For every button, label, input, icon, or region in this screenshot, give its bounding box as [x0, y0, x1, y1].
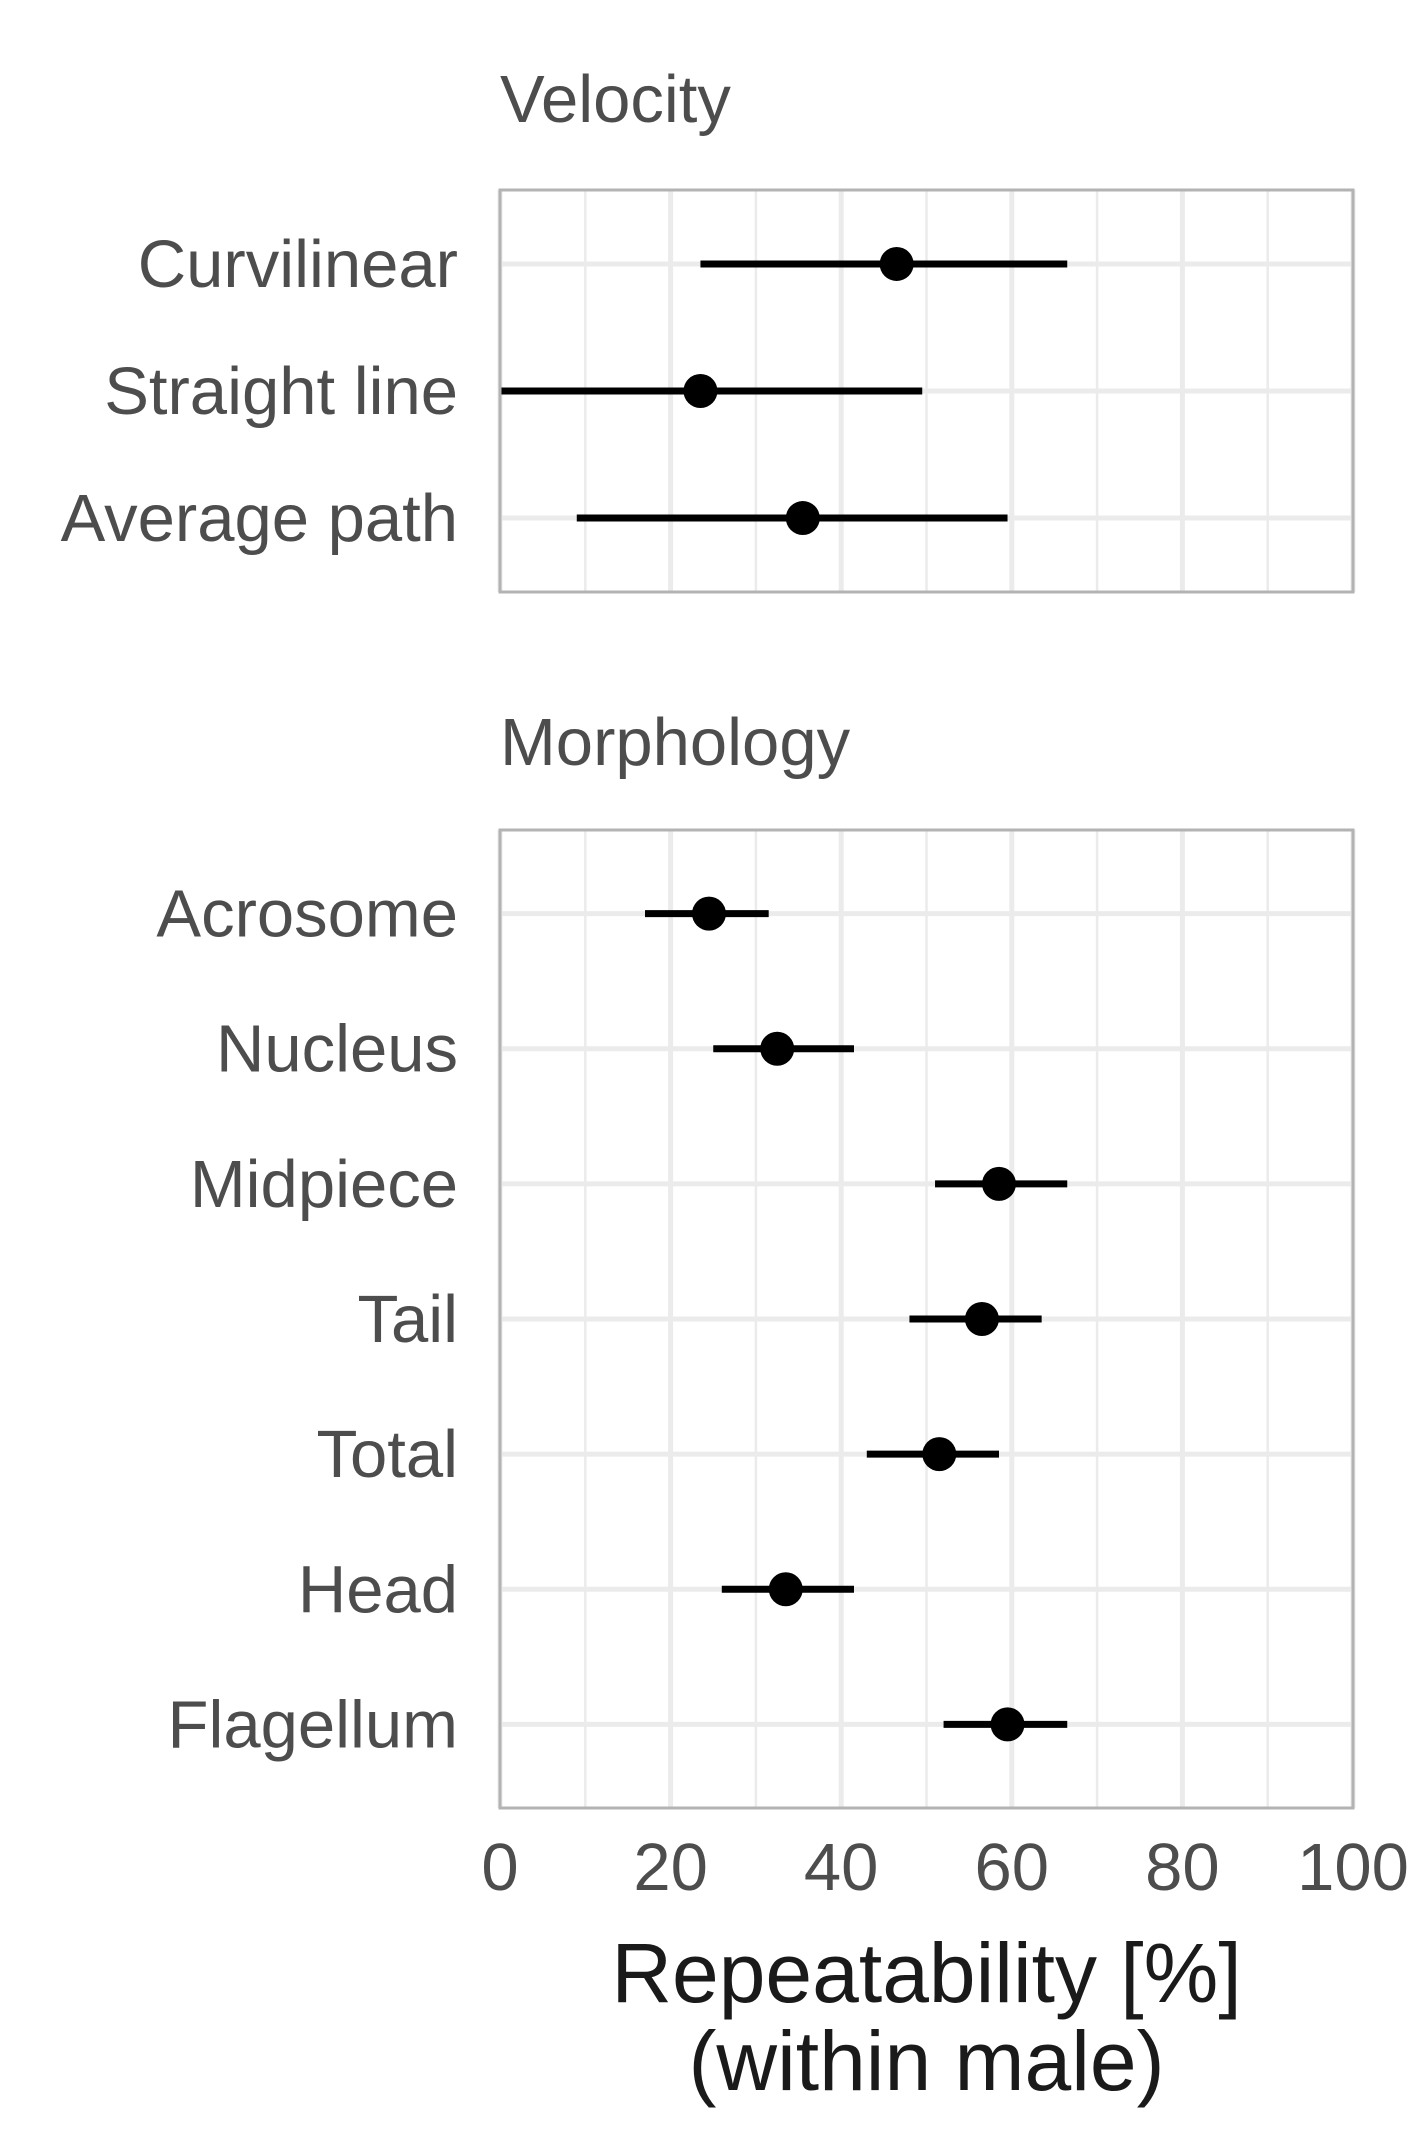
point-estimate [922, 1437, 957, 1472]
point-estimate [990, 1707, 1025, 1742]
x-tick-label: 40 [804, 1830, 879, 1905]
x-tick-label: 80 [1145, 1830, 1220, 1905]
panel-title: Morphology [500, 705, 851, 780]
point-estimate [785, 501, 820, 536]
x-tick-label: 100 [1297, 1830, 1409, 1905]
x-tick-label: 60 [975, 1830, 1050, 1905]
y-tick-label: Straight line [104, 354, 458, 429]
x-axis-label: Repeatability [%](within male) [611, 1926, 1241, 2108]
y-tick-label: Nucleus [216, 1012, 458, 1087]
y-tick-label: Head [298, 1552, 458, 1627]
y-tick-label: Tail [357, 1282, 458, 1357]
y-tick-label: Average path [61, 481, 458, 556]
x-axis: 0 20 40 60 80 100 [481, 1830, 1409, 1905]
point-estimate [982, 1166, 1017, 1201]
point-estimate [964, 1302, 999, 1336]
y-tick-label: Flagellum [168, 1687, 458, 1762]
panel-border [498, 188, 1355, 594]
panel-velocity: Velocity Curvilinear Straight line Average … [61, 62, 1356, 594]
panels-layer: Velocity Curvilinear Straight line Average … [61, 62, 1356, 1810]
y-tick-label: Midpiece [190, 1147, 458, 1222]
y-tick-label: Total [316, 1417, 458, 1492]
panel-title: Velocity [500, 62, 731, 137]
x-axis-label-line: Repeatability [%] [611, 1926, 1241, 2020]
point-estimate [879, 246, 914, 281]
y-tick-label: Acrosome [156, 877, 458, 952]
panel-morphology: Morphology Acrosome Nucleus Midpiece Tail Tot… [156, 705, 1356, 1810]
panel-border [498, 828, 1355, 1810]
point-estimate [768, 1572, 803, 1607]
y-tick-label: Curvilinear [138, 227, 458, 302]
point-estimate [760, 1031, 795, 1066]
x-tick-label: 20 [633, 1830, 708, 1905]
x-tick-label: 0 [481, 1830, 518, 1905]
point-estimate [691, 896, 726, 931]
x-axis-label-line: (within male) [688, 2014, 1164, 2108]
point-estimate [683, 374, 718, 408]
